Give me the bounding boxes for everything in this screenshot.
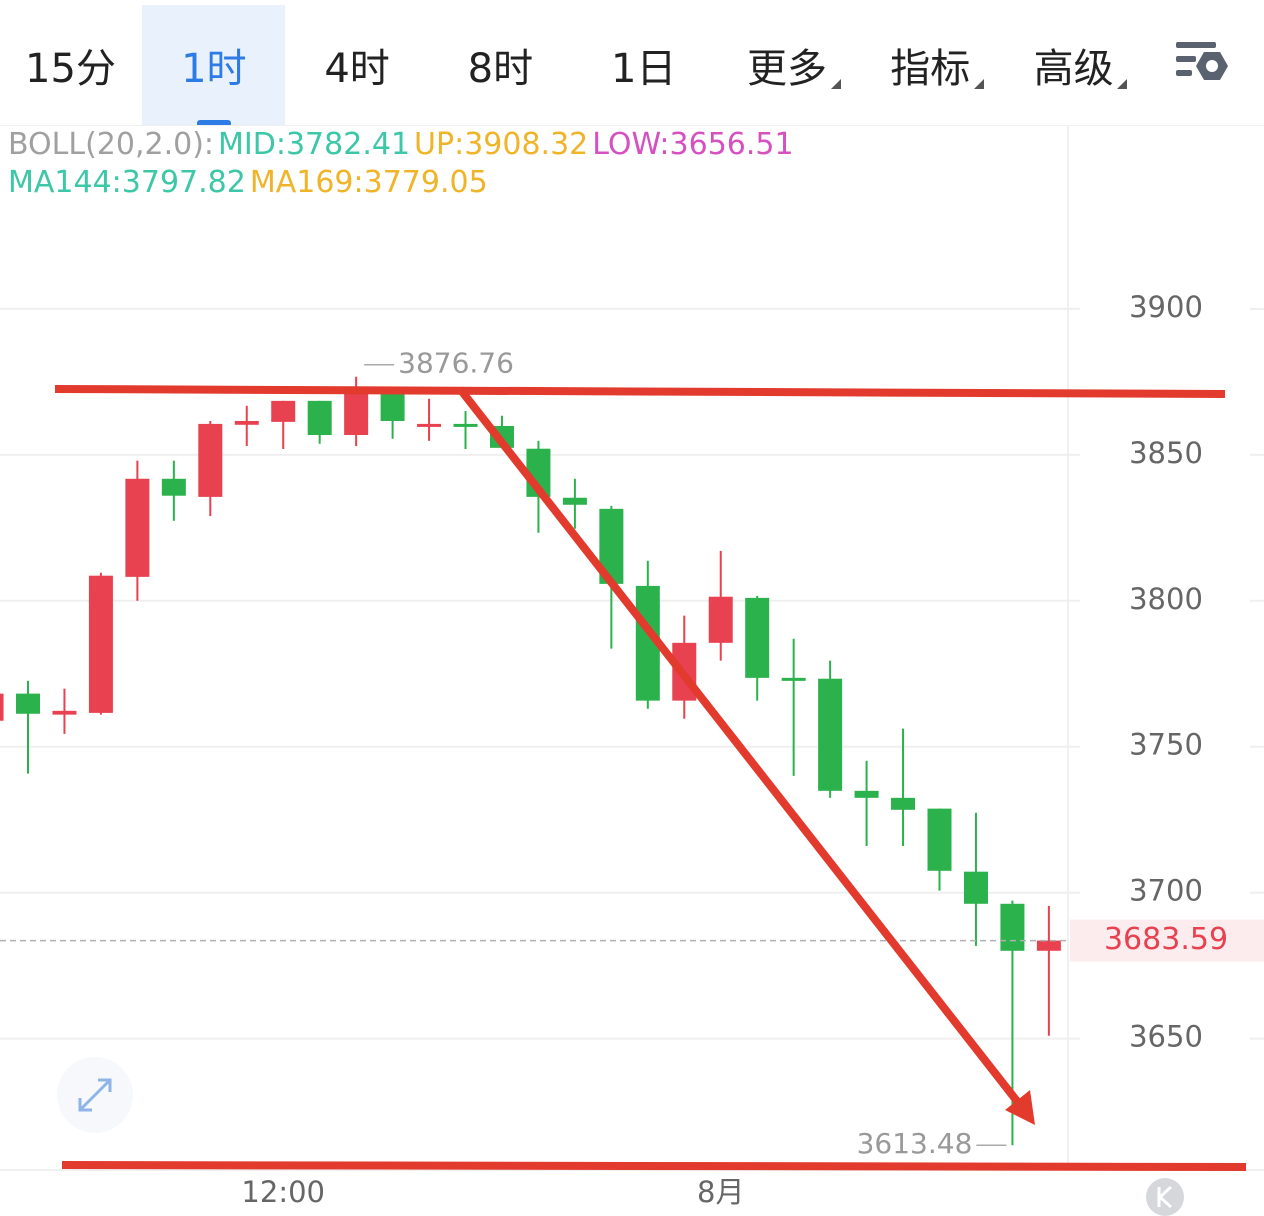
legend-entry: LOW:3656.51 [592, 127, 794, 162]
x-tick-label: 12:00 [241, 1175, 325, 1209]
candle-body [599, 508, 624, 584]
y-tick-label: 3650 [1129, 1020, 1203, 1054]
tab-label: 4时 [324, 46, 390, 92]
dropdown-indicator [1117, 79, 1128, 89]
tab-label: 指标 [890, 46, 971, 92]
y-tick-label: 3750 [1129, 728, 1203, 762]
x-tick-label: 8月 [697, 1175, 744, 1209]
candle-body [198, 423, 223, 497]
candle-body [708, 596, 733, 643]
candle-body [562, 497, 587, 505]
y-tick-label: 3850 [1129, 436, 1203, 470]
tab[interactable]: 15分 [0, 5, 142, 125]
candle-body [307, 400, 332, 435]
candle-body [234, 420, 259, 425]
plot [0, 376, 1061, 1146]
last-price-label: 3683.59 [1104, 922, 1228, 957]
legend-entry: MID:3782.41 [218, 127, 411, 162]
candle-body [745, 597, 770, 678]
candle-body [417, 423, 442, 427]
candle-body [781, 677, 806, 681]
axes: 3650 3700 3750 3800 3850 3900 12:00 8月 3876.76 36… [0, 290, 1264, 1209]
candle-body [344, 390, 369, 435]
legend-entry: UP:3908.32 [414, 127, 589, 162]
legend: BOLL(20,2.0): MID:3782.41 UP:3908.32 LOW:36… [8, 126, 798, 202]
dropdown-indicator [830, 79, 841, 89]
candle-body [891, 797, 916, 810]
candle-body [88, 575, 113, 713]
tab-label: 8时 [467, 46, 534, 92]
legend-entry: MA144:3797.82 [8, 165, 246, 200]
candle-body [672, 642, 697, 701]
candle-body [1000, 903, 1025, 951]
y-tick-label: 3900 [1129, 290, 1203, 324]
candle-body [927, 808, 952, 871]
tab[interactable]: 4时 [286, 5, 429, 125]
candle-body [635, 585, 660, 701]
candle-body [854, 790, 879, 798]
high-label: 3876.76 [398, 347, 514, 380]
settings-icon[interactable] [1172, 38, 1242, 98]
candle-body [271, 400, 296, 422]
tab[interactable]: 1时 [142, 5, 286, 125]
tab-label: 1时 [181, 46, 247, 92]
low-label: 3613.48 [857, 1127, 973, 1160]
tab-label: 15分 [25, 46, 116, 92]
expand-button[interactable] [57, 1057, 133, 1133]
candle-body [818, 678, 843, 791]
candle-body [125, 478, 150, 577]
candle-body [380, 393, 405, 421]
tab[interactable]: 高级 [1002, 5, 1145, 125]
k-button[interactable] [1146, 1178, 1184, 1216]
tab-label: 更多 [747, 46, 827, 92]
candle-body [161, 478, 186, 496]
tab[interactable]: 1日 [572, 5, 715, 125]
candle-body [52, 710, 77, 715]
tab[interactable]: 更多 [716, 5, 859, 125]
candle-body [489, 425, 514, 448]
tab[interactable]: 指标 [859, 5, 1002, 125]
candle-body [0, 693, 4, 721]
candle-body [963, 871, 988, 904]
tab[interactable]: 8时 [429, 5, 572, 125]
candle-body [1036, 940, 1061, 951]
tab-label: 高级 [1033, 46, 1114, 92]
candle-body [453, 423, 478, 427]
y-tick-label: 3800 [1129, 582, 1203, 616]
dropdown-indicator [973, 79, 984, 89]
tab-label: 1日 [610, 46, 677, 92]
candle-body [526, 448, 551, 497]
y-tick-label: 3700 [1129, 874, 1203, 908]
legend-entry: MA169:3779.05 [249, 165, 488, 200]
indicator-label: BOLL(20,2.0): [8, 127, 215, 162]
last-price-box [1070, 919, 1264, 962]
candle-body [16, 693, 40, 714]
tab-bar: 15分 1时 4时 8时 1日 更多 指标 高级 [0, 0, 1264, 126]
